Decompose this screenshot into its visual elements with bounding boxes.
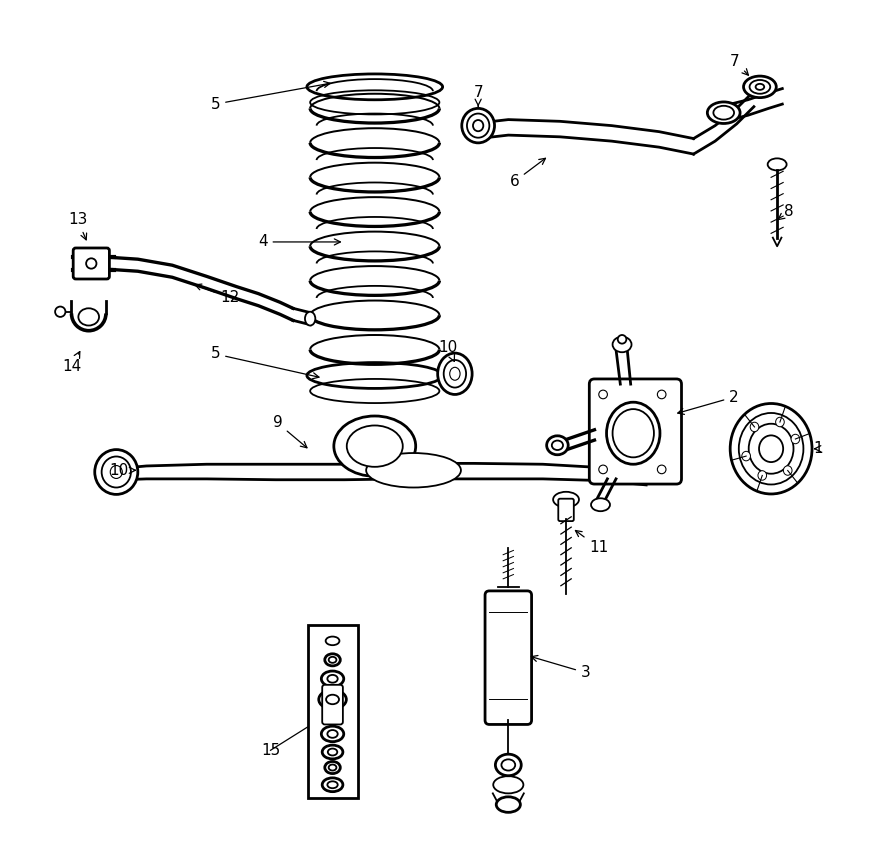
Text: 5: 5 [211,81,330,111]
Ellipse shape [95,450,138,494]
Ellipse shape [305,312,315,325]
Ellipse shape [450,368,460,381]
Ellipse shape [437,353,472,394]
Text: 14: 14 [62,351,82,375]
Ellipse shape [328,748,337,755]
Ellipse shape [591,498,610,511]
Text: 7: 7 [730,54,748,75]
Ellipse shape [613,409,654,457]
Ellipse shape [495,754,521,776]
Ellipse shape [739,413,804,484]
Ellipse shape [327,675,338,683]
FancyBboxPatch shape [485,591,531,724]
Text: 8: 8 [778,205,793,220]
Text: 3: 3 [531,656,590,680]
Ellipse shape [613,337,632,352]
Ellipse shape [322,726,344,741]
Ellipse shape [658,465,666,474]
Ellipse shape [101,457,131,488]
Ellipse shape [366,453,461,488]
Ellipse shape [750,80,771,94]
Ellipse shape [493,776,523,793]
FancyBboxPatch shape [558,499,573,521]
Ellipse shape [607,402,660,464]
Ellipse shape [110,465,123,478]
FancyBboxPatch shape [590,379,682,484]
Ellipse shape [319,690,347,709]
Ellipse shape [755,84,764,90]
Ellipse shape [496,797,521,812]
Text: 4: 4 [258,235,340,249]
Ellipse shape [750,422,759,432]
Text: 5: 5 [211,346,319,379]
Ellipse shape [742,451,751,461]
Ellipse shape [713,106,734,120]
Text: 2: 2 [677,389,739,414]
Ellipse shape [758,470,767,480]
Ellipse shape [658,390,666,399]
Ellipse shape [323,745,343,759]
Ellipse shape [744,76,776,98]
Text: 11: 11 [575,531,608,555]
Ellipse shape [553,492,579,507]
Ellipse shape [759,435,783,462]
Ellipse shape [547,436,568,455]
Ellipse shape [502,759,515,771]
Text: 12: 12 [195,284,239,306]
Text: 7: 7 [473,85,483,106]
Ellipse shape [730,404,812,494]
Text: 9: 9 [272,415,307,448]
Ellipse shape [461,109,495,143]
Ellipse shape [791,434,800,444]
Text: 15: 15 [261,743,280,758]
Ellipse shape [467,114,489,138]
Ellipse shape [473,120,483,131]
Ellipse shape [749,424,794,474]
Ellipse shape [617,335,626,343]
Ellipse shape [776,418,784,426]
Ellipse shape [599,390,607,399]
Ellipse shape [56,306,65,317]
Ellipse shape [329,657,336,663]
Ellipse shape [78,308,99,325]
Ellipse shape [329,765,336,771]
Ellipse shape [324,761,340,773]
Ellipse shape [86,258,97,268]
Text: 6: 6 [510,158,546,189]
FancyBboxPatch shape [307,626,358,797]
Ellipse shape [347,425,403,467]
Ellipse shape [783,466,792,476]
Text: 13: 13 [68,212,87,240]
Text: 10: 10 [109,463,135,478]
Ellipse shape [324,654,340,666]
FancyBboxPatch shape [323,685,343,724]
Text: 10: 10 [438,340,458,362]
Ellipse shape [326,695,339,704]
Ellipse shape [552,440,563,450]
Ellipse shape [327,730,338,738]
Ellipse shape [323,778,343,791]
Ellipse shape [322,671,344,687]
Ellipse shape [325,637,340,646]
FancyBboxPatch shape [73,248,109,279]
Ellipse shape [599,465,607,474]
Ellipse shape [327,781,338,788]
Ellipse shape [444,360,466,387]
Text: 1: 1 [814,441,823,457]
Ellipse shape [768,159,787,170]
Ellipse shape [707,102,740,123]
Ellipse shape [334,416,416,476]
